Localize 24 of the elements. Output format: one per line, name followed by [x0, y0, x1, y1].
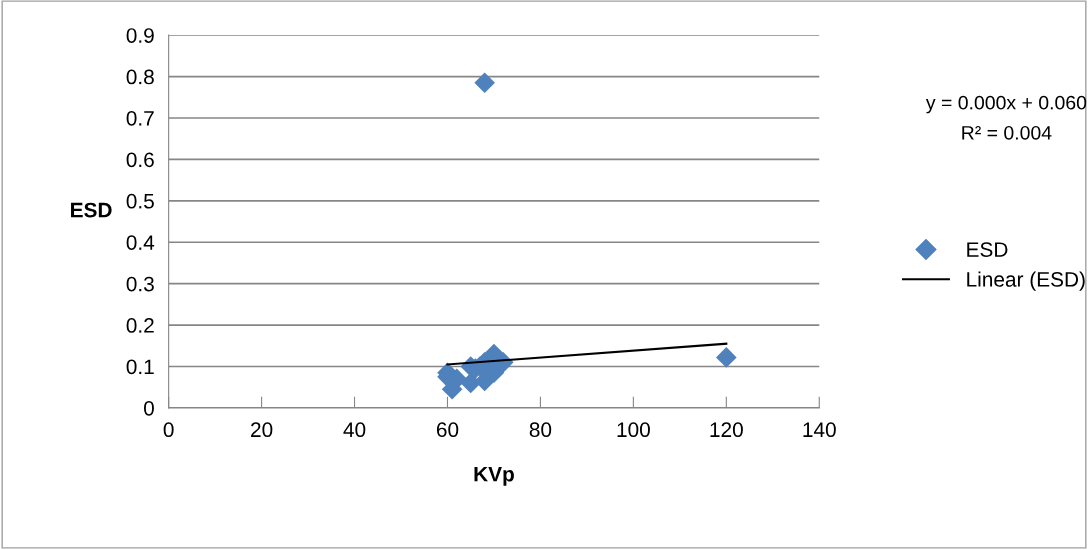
x-axis-title: KVp [474, 466, 514, 486]
x-tick-label: 80 [529, 422, 552, 438]
legend-label: ESD [967, 242, 1008, 257]
y-tick-label: 0.5 [126, 193, 154, 209]
y-axis-title: ESD [71, 202, 112, 218]
y-tick-label: 0.9 [126, 28, 154, 43]
y-tick-label: 0.7 [126, 110, 154, 126]
x-tick-label: 0 [163, 422, 174, 438]
y-tick-label: 0.3 [126, 276, 154, 292]
y-tick-label: 0.8 [126, 69, 154, 85]
y-tick-label: 0.6 [126, 152, 154, 168]
y-tick-label: 0 [143, 400, 154, 416]
y-tick-label: 0.4 [126, 235, 155, 250]
y-tick-label: 0.1 [126, 359, 154, 375]
x-tick-label: 140 [803, 422, 836, 438]
x-tick-label: 40 [343, 422, 366, 438]
x-tick-label: 100 [617, 422, 650, 438]
x-tick-label: 120 [710, 422, 743, 438]
text: y = 0.000x + 0.060 [925, 95, 1087, 114]
x-tick-label: 60 [436, 422, 459, 438]
y-tick-label: 0.2 [126, 318, 154, 333]
legend-label: Linear (ESD) [967, 271, 1085, 291]
text: R² = 0.004 [962, 125, 1052, 140]
x-tick-label: 20 [251, 422, 273, 438]
